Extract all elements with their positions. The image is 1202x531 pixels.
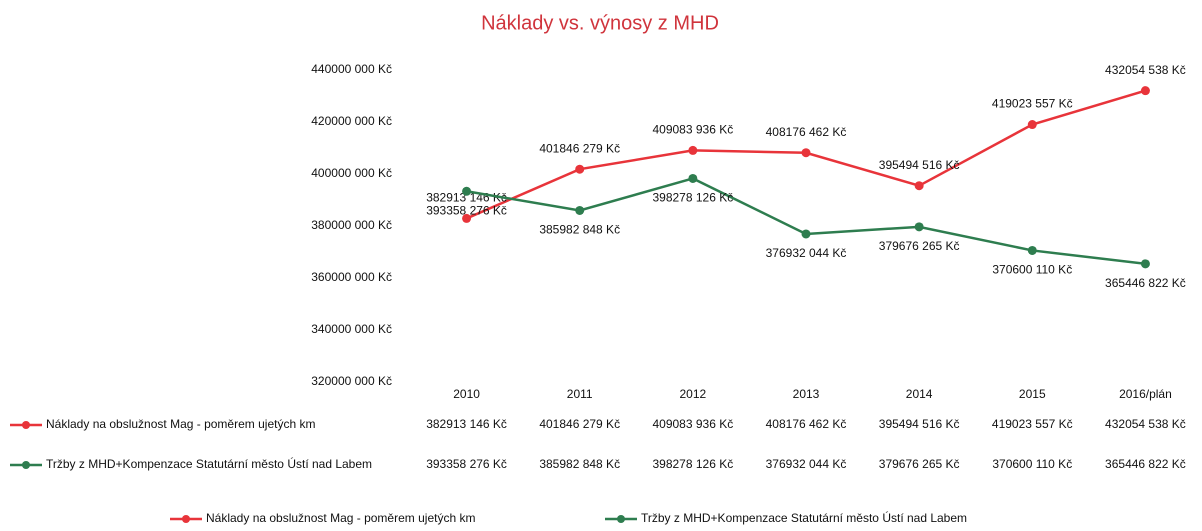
- data-label: 409083 936 Kč: [652, 123, 733, 137]
- data-point: [575, 205, 585, 215]
- x-tick-label: 2015: [1019, 387, 1046, 401]
- y-tick-label: 420000 000 Kč: [311, 114, 392, 128]
- x-tick-label: 2010: [453, 387, 480, 401]
- x-tick-label: 2011: [567, 387, 593, 401]
- table-row-header: Tržby z MHD+Kompenzace Statutární město …: [46, 457, 373, 471]
- y-tick-label: 380000 000 Kč: [311, 218, 392, 232]
- table-cell: 409083 936 Kč: [652, 417, 733, 431]
- table-cell: 385982 848 Kč: [539, 457, 620, 471]
- table-cell: 432054 538 Kč: [1105, 417, 1186, 431]
- table-cell: 393358 276 Kč: [426, 457, 507, 471]
- data-label: 365446 822 Kč: [1105, 276, 1186, 290]
- table-cell: 408176 462 Kč: [766, 417, 847, 431]
- data-point: [914, 181, 924, 191]
- y-tick-label: 440000 000 Kč: [311, 62, 392, 76]
- data-point: [462, 213, 472, 223]
- table-cell: 379676 265 Kč: [879, 457, 960, 471]
- table-cell: 376932 044 Kč: [766, 457, 847, 471]
- legend-label: Náklady na obslužnost Mag - poměrem ujet…: [206, 511, 475, 525]
- data-point: [1027, 120, 1037, 130]
- x-tick-label: 2016/plán: [1119, 387, 1172, 401]
- data-point: [1140, 86, 1150, 96]
- y-tick-label: 400000 000 Kč: [311, 166, 392, 180]
- data-label: 432054 538 Kč: [1105, 63, 1186, 77]
- data-label: 408176 462 Kč: [766, 125, 847, 139]
- data-label: 376932 044 Kč: [766, 246, 847, 260]
- data-point: [914, 222, 924, 232]
- data-point: [1140, 259, 1150, 269]
- data-label: 419023 557 Kč: [992, 97, 1073, 111]
- table-legend-dot: [22, 421, 30, 429]
- y-tick-label: 320000 000 Kč: [311, 374, 392, 388]
- data-label: 370600 110 Kč: [992, 263, 1072, 277]
- data-point: [688, 145, 698, 155]
- data-point: [801, 229, 811, 239]
- table-row-header: Náklady na obslužnost Mag - poměrem ujet…: [46, 417, 316, 431]
- data-point: [1027, 245, 1037, 255]
- table-cell: 365446 822 Kč: [1105, 457, 1186, 471]
- data-point: [688, 173, 698, 183]
- chart-title: Náklady vs. výnosy z MHD: [481, 12, 719, 34]
- series-name: Tržby z MHD+Kompenzace Statutární město …: [46, 457, 373, 471]
- table-cell: 395494 516 Kč: [879, 417, 960, 431]
- data-label: 401846 279 Kč: [539, 141, 620, 155]
- table-cell: 419023 557 Kč: [992, 417, 1073, 431]
- x-tick-label: 2013: [793, 387, 820, 401]
- table-cell: 398278 126 Kč: [652, 457, 733, 471]
- table-cell: 382913 146 Kč: [426, 417, 507, 431]
- data-label: 395494 516 Kč: [879, 158, 960, 172]
- y-tick-label: 340000 000 Kč: [311, 322, 392, 336]
- legend-dot: [617, 515, 625, 523]
- data-label: 379676 265 Kč: [879, 239, 960, 253]
- y-tick-label: 360000 000 Kč: [311, 270, 392, 284]
- data-label: 393358 276 Kč: [426, 203, 507, 217]
- x-tick-label: 2014: [906, 387, 933, 401]
- series-name: Náklady na obslužnost Mag - poměrem ujet…: [46, 417, 316, 431]
- x-tick-label: 2012: [680, 387, 707, 401]
- data-point: [575, 164, 585, 174]
- legend-label: Tržby z MHD+Kompenzace Statutární město …: [641, 510, 967, 525]
- table-cell: 370600 110 Kč: [992, 457, 1072, 471]
- data-label: 398278 126 Kč: [652, 191, 733, 205]
- legend-dot: [182, 515, 190, 523]
- data-label: 385982 848 Kč: [539, 223, 620, 237]
- table-legend-dot: [22, 461, 30, 469]
- table-cell: 401846 279 Kč: [539, 417, 620, 431]
- data-point: [462, 186, 472, 196]
- data-point: [801, 148, 811, 158]
